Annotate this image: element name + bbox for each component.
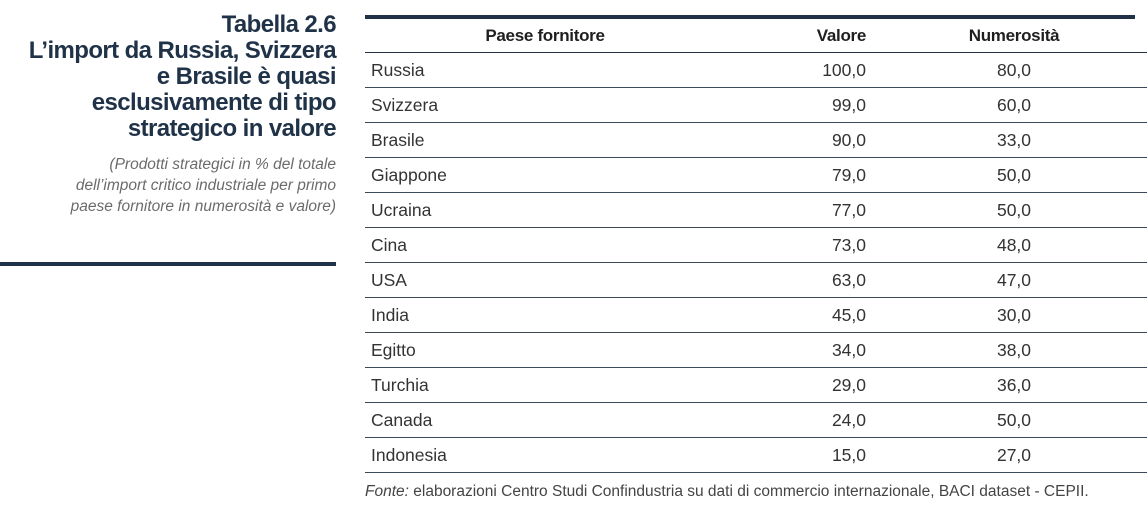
cell-value: 90,0 (736, 122, 874, 158)
cell-value: 15,0 (736, 437, 874, 473)
subtitle-line: (Prodotti strategici in % del totale (109, 156, 336, 173)
table-subtitle: (Prodotti strategici in % del totale del… (0, 154, 336, 217)
cell-country: Canada (365, 402, 736, 438)
cell-count: 60,0 (874, 87, 1147, 123)
cell-value: 77,0 (736, 192, 874, 228)
column-header-count: Numerosità (874, 19, 1147, 53)
data-table-container: Paese fornitore Valore Numerosità Russia… (365, 15, 1147, 473)
cell-country: USA (365, 262, 736, 298)
subtitle-line: paese fornitore in numerosità e valore) (70, 198, 336, 215)
column-header-value: Valore (736, 19, 874, 53)
cell-value: 24,0 (736, 402, 874, 438)
cell-count: 48,0 (874, 227, 1147, 263)
table-row: India 45,0 30,0 (365, 297, 1147, 333)
cell-country: Indonesia (365, 437, 736, 473)
table-top-rule (365, 15, 1135, 19)
cell-count: 50,0 (874, 157, 1147, 193)
cell-country: Russia (365, 52, 736, 88)
table-row: Egitto 34,0 38,0 (365, 332, 1147, 368)
table-caption: Tabella 2.6 L’import da Russia, Svizzera… (0, 11, 337, 217)
cell-count: 30,0 (874, 297, 1147, 333)
cell-value: 73,0 (736, 227, 874, 263)
source-text: elaborazioni Centro Studi Confindustria … (408, 483, 1089, 500)
table-row: Svizzera 99,0 60,0 (365, 87, 1147, 123)
table-row: Canada 24,0 50,0 (365, 402, 1147, 438)
cell-value: 34,0 (736, 332, 874, 368)
cell-country: India (365, 297, 736, 333)
cell-country: Svizzera (365, 87, 736, 123)
title-line: L’import da Russia, Svizzera (28, 37, 337, 64)
cell-count: 47,0 (874, 262, 1147, 298)
cell-count: 27,0 (874, 437, 1147, 473)
cell-count: 50,0 (874, 402, 1147, 438)
table-row: Ucraina 77,0 50,0 (365, 192, 1147, 228)
table-row: Indonesia 15,0 27,0 (365, 437, 1147, 473)
table-number: Tabella 2.6 (221, 11, 337, 38)
cell-count: 80,0 (874, 52, 1147, 88)
cell-country: Turchia (365, 367, 736, 403)
table-row: Brasile 90,0 33,0 (365, 122, 1147, 158)
table-header-row: Paese fornitore Valore Numerosità (365, 19, 1147, 53)
cell-country: Ucraina (365, 192, 736, 228)
caption-divider (0, 262, 336, 266)
table-row: Turchia 29,0 36,0 (365, 367, 1147, 403)
cell-value: 29,0 (736, 367, 874, 403)
source-note: Fonte: elaborazioni Centro Studi Confind… (365, 481, 1145, 502)
cell-country: Giappone (365, 157, 736, 193)
cell-value: 99,0 (736, 87, 874, 123)
subtitle-line: dell’import critico industriale per prim… (75, 177, 336, 194)
data-table: Paese fornitore Valore Numerosità Russia… (365, 19, 1147, 473)
cell-count: 33,0 (874, 122, 1147, 158)
cell-value: 63,0 (736, 262, 874, 298)
cell-country: Brasile (365, 122, 736, 158)
title-line: esclusivamente di tipo (91, 89, 337, 116)
column-header-country: Paese fornitore (365, 19, 736, 53)
cell-count: 50,0 (874, 192, 1147, 228)
table-row: Cina 73,0 48,0 (365, 227, 1147, 263)
table-row: USA 63,0 47,0 (365, 262, 1147, 298)
title-line: e Brasile è quasi (156, 63, 337, 90)
cell-value: 45,0 (736, 297, 874, 333)
cell-value: 100,0 (736, 52, 874, 88)
cell-country: Egitto (365, 332, 736, 368)
source-label: Fonte: (365, 483, 409, 500)
table-row: Russia 100,0 80,0 (365, 52, 1147, 88)
cell-country: Cina (365, 227, 736, 263)
title-line: strategico in valore (127, 115, 337, 142)
table-row: Giappone 79,0 50,0 (365, 157, 1147, 193)
cell-value: 79,0 (736, 157, 874, 193)
cell-count: 36,0 (874, 367, 1147, 403)
table-title: Tabella 2.6 L’import da Russia, Svizzera… (0, 11, 337, 142)
cell-count: 38,0 (874, 332, 1147, 368)
